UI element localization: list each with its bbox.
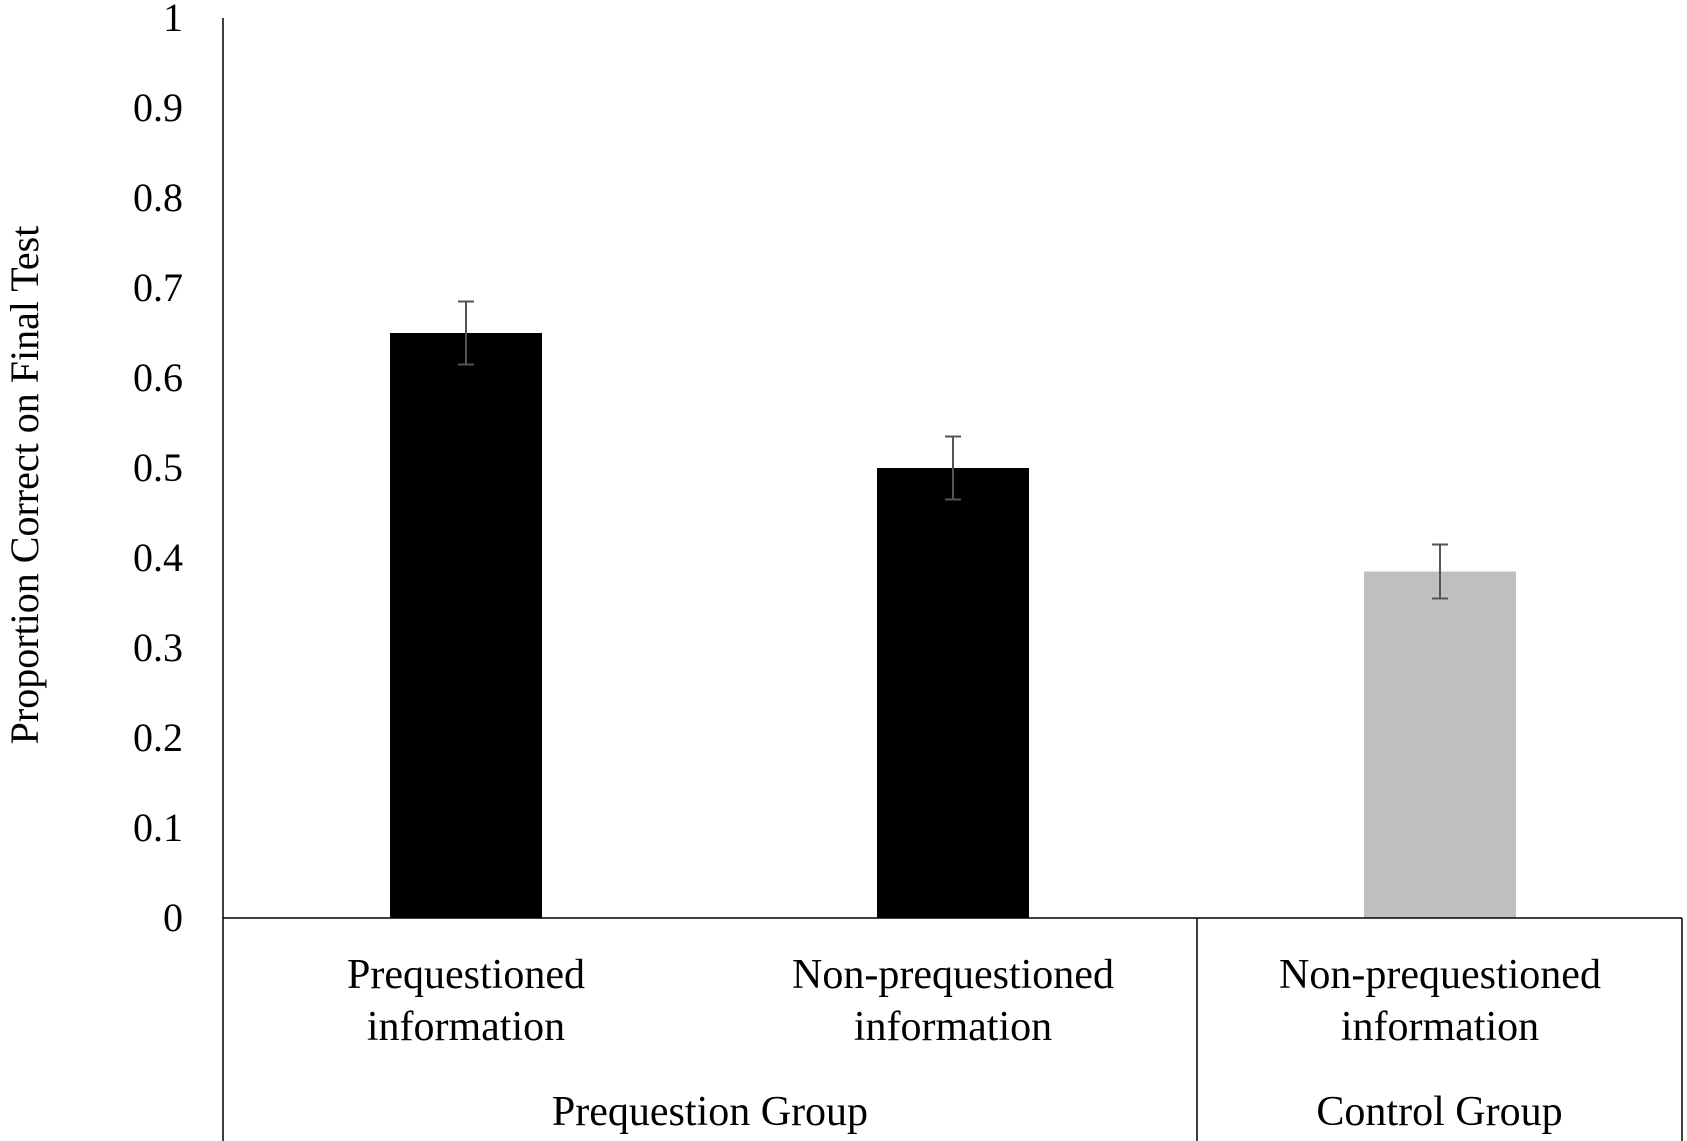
- y-axis-title: Proportion Correct on Final Test: [2, 226, 47, 745]
- group-label: Control Group: [1316, 1089, 1562, 1135]
- y-tick-label: 0.3: [133, 625, 183, 670]
- category-label: information: [854, 1004, 1052, 1050]
- error-bar: [945, 435, 961, 501]
- error-bars: [458, 300, 1448, 600]
- category-label: information: [367, 1004, 565, 1050]
- category-label: Non-prequestioned: [792, 952, 1114, 998]
- bars: [390, 333, 1516, 918]
- y-tick-label: 0.4: [133, 535, 183, 580]
- y-tick-label: 0.8: [133, 175, 183, 220]
- y-tick-label: 1: [163, 0, 183, 40]
- category-label: Prequestioned: [347, 952, 585, 998]
- y-tick-label: 0.7: [133, 265, 183, 310]
- error-bar: [1432, 543, 1448, 600]
- y-axis-ticks: 0 0.1 0.2 0.3 0.4 0.5 0.6 0.7 0.8 0.9 1: [133, 0, 183, 940]
- y-tick-label: 0.9: [133, 85, 183, 130]
- bar: [390, 333, 542, 918]
- y-tick-label: 0.5: [133, 445, 183, 490]
- y-tick-label: 0.2: [133, 715, 183, 760]
- bar: [877, 468, 1029, 918]
- bar: [1364, 571, 1516, 918]
- group-labels: Prequestion Group Control Group: [552, 1089, 1563, 1135]
- category-label: information: [1341, 1004, 1539, 1050]
- y-tick-label: 0.1: [133, 805, 183, 850]
- group-label: Prequestion Group: [552, 1089, 868, 1135]
- category-labels: Prequestioned information Non-prequestione…: [347, 952, 1601, 1050]
- y-tick-label: 0.6: [133, 355, 183, 400]
- category-label: Non-prequestioned: [1279, 952, 1601, 998]
- y-tick-label: 0: [163, 895, 183, 940]
- error-bar: [458, 300, 474, 366]
